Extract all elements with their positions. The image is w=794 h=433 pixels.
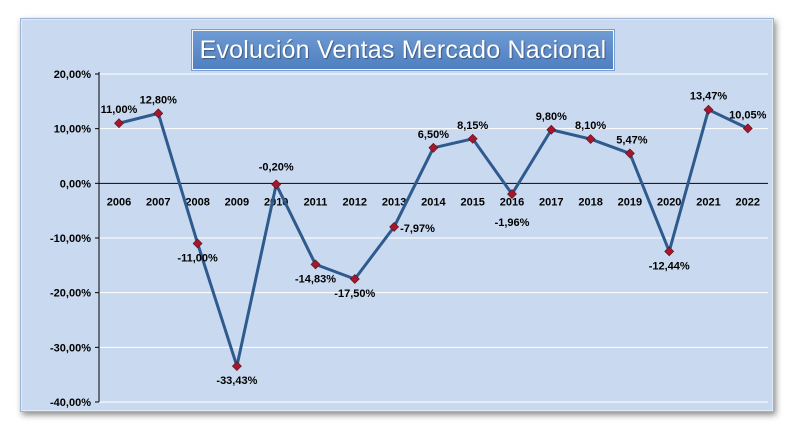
- data-label: -1,96%: [495, 217, 530, 229]
- data-point: [310, 259, 321, 270]
- y-tick-label: -40,00%: [50, 397, 91, 409]
- data-label: 13,47%: [690, 91, 728, 103]
- data-point: [546, 124, 557, 135]
- chart-area: [20, 18, 774, 412]
- data-point: [192, 238, 203, 249]
- data-label: -7,97%: [400, 223, 435, 235]
- data-label: -14,83%: [295, 273, 336, 285]
- chart-title: Evolución Ventas Mercado Nacional: [192, 30, 614, 70]
- x-tick-label: 2019: [618, 196, 642, 208]
- x-tick-label: 2017: [539, 196, 563, 208]
- data-point: [624, 148, 635, 159]
- y-tick-label: 10,00%: [54, 124, 92, 136]
- x-tick-label: 2015: [460, 196, 484, 208]
- x-tick-label: 2018: [578, 196, 602, 208]
- data-label: 8,15%: [457, 120, 488, 132]
- data-label: 10,05%: [729, 109, 767, 121]
- x-tick-label: 2022: [736, 196, 760, 208]
- x-tick-label: 2007: [146, 196, 170, 208]
- data-point: [467, 133, 478, 144]
- data-point: [231, 361, 242, 372]
- y-tick-label: 20,00%: [54, 69, 92, 81]
- data-label: -0,20%: [259, 161, 294, 173]
- data-point: [114, 118, 124, 129]
- x-tick-label: 2020: [657, 196, 681, 208]
- data-label: 12,80%: [140, 94, 178, 106]
- data-label: -12,44%: [649, 260, 690, 272]
- data-label: -11,00%: [177, 252, 218, 264]
- x-tick-label: 2021: [696, 196, 720, 208]
- data-point: [349, 274, 360, 284]
- data-label: 5,47%: [616, 134, 647, 146]
- y-tick-label: -10,00%: [50, 233, 91, 245]
- x-tick-label: 2016: [500, 196, 524, 208]
- y-tick-label: 0,00%: [60, 178, 91, 190]
- data-label: 9,80%: [536, 111, 567, 123]
- data-point: [153, 108, 164, 119]
- data-label: 8,10%: [575, 120, 606, 132]
- data-point: [742, 123, 753, 134]
- x-tick-label: 2008: [185, 196, 209, 208]
- x-tick-label: 2011: [304, 196, 328, 208]
- data-point: [664, 246, 675, 257]
- y-tick-label: -20,00%: [50, 288, 91, 300]
- x-tick-label: 2009: [225, 196, 249, 208]
- data-label: -33,43%: [216, 375, 257, 387]
- y-tick-label: -30,00%: [50, 342, 91, 354]
- data-point: [389, 221, 400, 232]
- data-point: [271, 179, 282, 190]
- data-point: [507, 189, 517, 199]
- data-label: 11,00%: [101, 104, 138, 116]
- x-tick-label: 2014: [421, 196, 446, 208]
- data-label: 6,50%: [418, 129, 449, 141]
- data-point: [428, 142, 439, 153]
- data-label: -17,50%: [334, 288, 375, 300]
- data-point: [703, 104, 714, 115]
- data-point: [585, 134, 596, 144]
- x-tick-label: 2012: [343, 196, 367, 208]
- x-tick-label: 2013: [382, 196, 406, 208]
- x-tick-label: 2006: [107, 196, 131, 208]
